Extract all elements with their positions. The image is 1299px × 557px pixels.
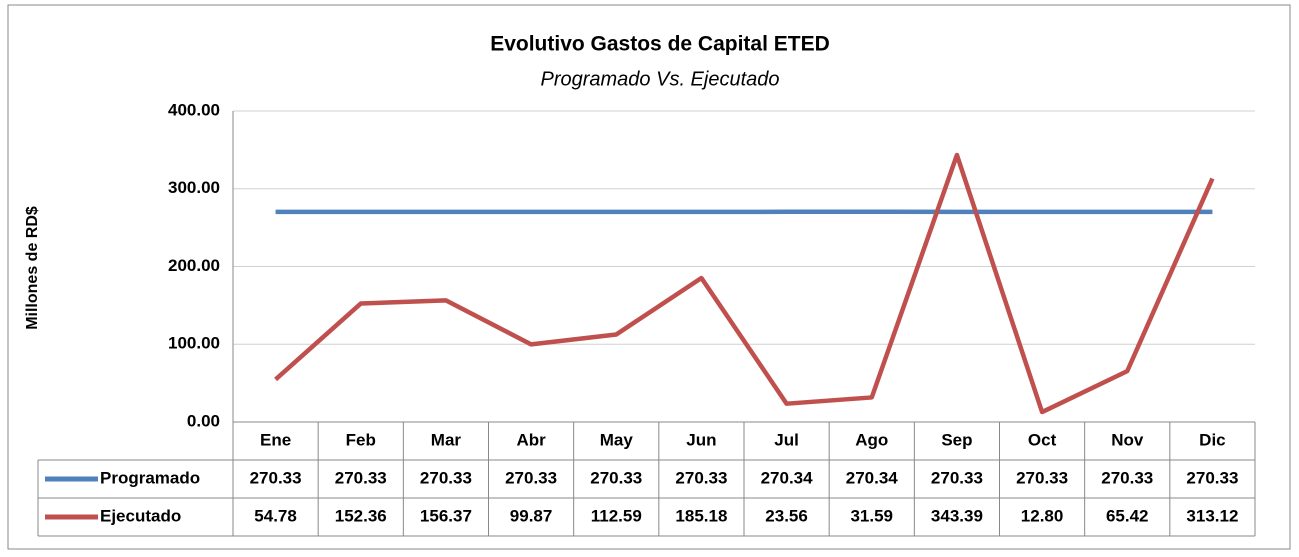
table-value: 270.33 (675, 468, 727, 487)
table-value: 54.78 (254, 506, 297, 525)
x-tick-label: Ago (855, 430, 888, 449)
table-value: 270.33 (590, 468, 642, 487)
table-value: 313.12 (1186, 506, 1238, 525)
x-tick-label: Sep (941, 430, 972, 449)
table-value: 270.33 (420, 468, 472, 487)
chart-title: Evolutivo Gastos de Capital ETED (490, 33, 830, 56)
series-line (274, 152, 1215, 415)
x-tick-label: May (600, 430, 634, 449)
chart-subtitle: Programado Vs. Ejecutado (540, 68, 779, 90)
table-value: 12.80 (1021, 506, 1064, 525)
y-tick-label: 200.00 (168, 256, 220, 275)
x-tick-label: Dic (1199, 430, 1225, 449)
x-tick-label: Jul (774, 430, 799, 449)
table-value: 156.37 (420, 506, 472, 525)
table-value: 343.39 (931, 506, 983, 525)
table-value: 65.42 (1106, 506, 1149, 525)
table-value: 270.33 (931, 468, 983, 487)
y-tick-label: 400.00 (168, 100, 220, 119)
table-value: 31.59 (850, 506, 893, 525)
legend-label: Programado (100, 468, 200, 487)
table-value: 270.33 (505, 468, 557, 487)
table-value: 99.87 (510, 506, 553, 525)
table-value: 270.33 (250, 468, 302, 487)
x-tick-label: Mar (431, 430, 462, 449)
table-value: 270.34 (846, 468, 899, 487)
chart-border (7, 4, 1291, 550)
x-tick-label: Jun (686, 430, 716, 449)
y-axis-label: Millones de RD$ (24, 206, 41, 330)
x-tick-label: Ene (260, 430, 291, 449)
y-tick-label: 300.00 (168, 178, 220, 197)
table-value: 270.34 (761, 468, 814, 487)
legend-label: Ejecutado (100, 506, 181, 525)
x-tick-label: Nov (1111, 430, 1144, 449)
table-value: 270.33 (1186, 468, 1238, 487)
table-value: 270.33 (1101, 468, 1153, 487)
table-value: 270.33 (335, 468, 387, 487)
table-value: 185.18 (675, 506, 727, 525)
table-value: 112.59 (591, 506, 642, 525)
table-value: 270.33 (1016, 468, 1068, 487)
x-tick-label: Abr (516, 430, 546, 449)
table-value: 23.56 (765, 506, 808, 525)
y-tick-label: 100.00 (168, 334, 220, 353)
table-value: 152.36 (335, 506, 387, 525)
y-tick-label: 0.00 (187, 411, 220, 430)
x-tick-label: Feb (346, 430, 376, 449)
x-tick-label: Oct (1028, 430, 1057, 449)
